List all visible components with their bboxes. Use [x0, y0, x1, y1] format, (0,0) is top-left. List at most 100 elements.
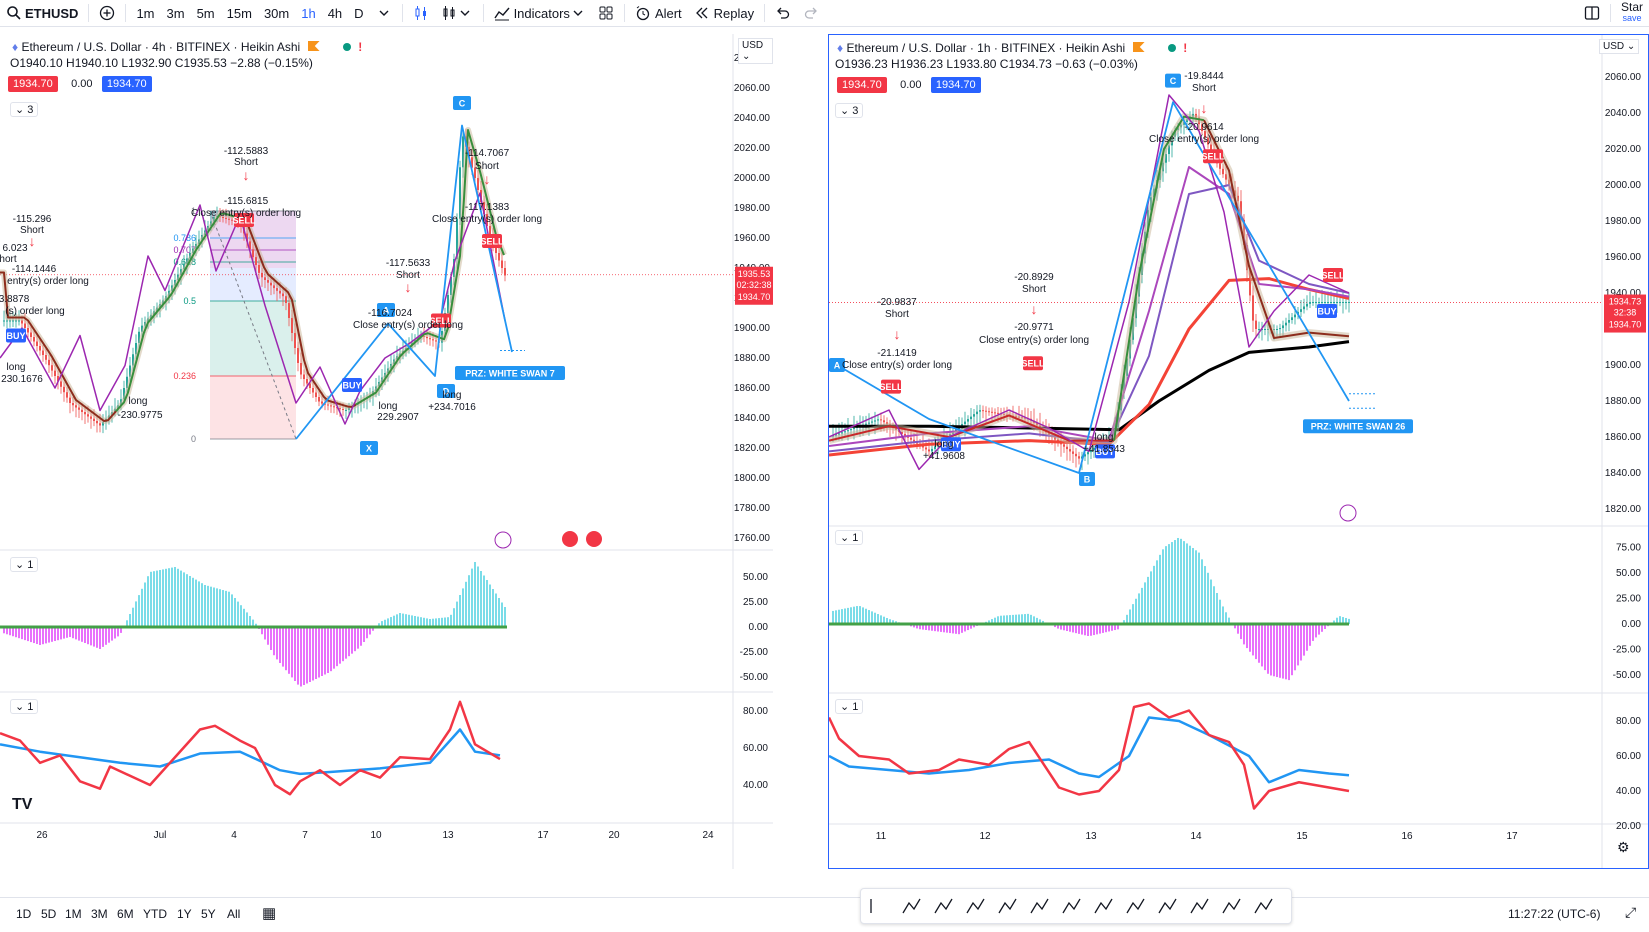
candle-body: [33, 337, 35, 342]
right-chart-title[interactable]: Ethereum / U.S. Dollar · 1h · BITFINEX ·…: [846, 41, 1126, 55]
prediction-tool-icon[interactable]: [998, 898, 1017, 914]
price-tick: 1860.00: [1605, 432, 1642, 443]
range-5y[interactable]: 5Y: [201, 907, 216, 921]
redo-button[interactable]: [797, 0, 825, 26]
ask-button[interactable]: 1934.70: [101, 76, 152, 92]
right-chart-pane[interactable]: 2060.00 2040.00 2020.00 2000.00 1980.00 1960.…: [828, 34, 1649, 869]
ma-line-brown: [1203, 119, 1350, 339]
symbol-search[interactable]: ETHUSD: [0, 0, 84, 26]
undo-button[interactable]: [769, 0, 797, 26]
replay-button[interactable]: Replay: [688, 0, 760, 26]
currency-select[interactable]: USD ⌄: [1599, 39, 1640, 54]
osc2-collapse-button[interactable]: ⌄ 1: [835, 699, 864, 714]
range-1d[interactable]: 1D: [16, 907, 32, 921]
left-chart-pane[interactable]: 20 80.00 2060.00 2040.00 2020.00 2000.00 1980.…: [0, 34, 773, 869]
layout-select-button[interactable]: [1578, 0, 1606, 26]
brush-icon[interactable]: [1062, 898, 1081, 914]
range-1m[interactable]: 1M: [65, 907, 82, 921]
candle-body: [66, 392, 68, 398]
gann-tool-icon[interactable]: [1094, 898, 1113, 914]
pattern-tool-icon[interactable]: [966, 898, 985, 914]
fib-tool-icon[interactable]: [934, 898, 953, 914]
candle-body: [931, 448, 933, 452]
trade-annotation: 6.023: [2, 243, 27, 254]
indicators-collapse-button[interactable]: ⌄ 3: [835, 103, 864, 118]
time-tick: 4: [231, 830, 237, 841]
range-1y[interactable]: 1Y: [177, 907, 192, 921]
candle-body: [1084, 454, 1086, 457]
chart-type-button[interactable]: [435, 0, 479, 26]
settings-gear-icon[interactable]: ⚙: [1617, 839, 1630, 855]
candle-body: [504, 268, 506, 276]
trade-annotation: Short: [396, 270, 420, 281]
expand-icon[interactable]: ⤢: [1625, 904, 1637, 920]
alarm-clock-icon: [636, 6, 650, 21]
trade-annotation: +41.9608: [923, 451, 965, 462]
trade-annotation: -230.9775: [117, 410, 162, 421]
save-layout-button[interactable]: Star save: [1615, 0, 1649, 26]
price-tick: 2040.00: [734, 113, 771, 124]
compare-button[interactable]: [93, 0, 121, 26]
time-tick: 15: [1296, 831, 1308, 842]
indicators-collapse-button[interactable]: ⌄ 3: [10, 102, 39, 117]
timeframe-1h[interactable]: 1h: [301, 5, 316, 21]
osc1-collapse-button[interactable]: ⌄ 1: [835, 530, 864, 545]
bar-style-button[interactable]: [407, 0, 435, 26]
price-tick: 1980.00: [1605, 216, 1642, 227]
timeframe-1m[interactable]: 1m: [136, 5, 155, 21]
range-all[interactable]: All: [227, 907, 241, 921]
candle-body: [126, 376, 128, 388]
chevron-down-icon: [460, 10, 470, 16]
last-price-tag: 1935.53: [738, 269, 771, 279]
right-chart-canvas[interactable]: 2060.00 2040.00 2020.00 2000.00 1980.00 1960.…: [829, 35, 1648, 868]
currency-select[interactable]: USD ⌄: [738, 38, 773, 64]
price-tick: 2000.00: [734, 173, 771, 184]
timeframe-dropdown[interactable]: [370, 0, 398, 26]
osc1-collapse-button[interactable]: ⌄ 1: [10, 557, 39, 572]
timeframe-5m[interactable]: 5m: [196, 5, 215, 21]
elliott-wave-icon[interactable]: [1158, 898, 1177, 914]
pattern-point-a-bg: [377, 303, 395, 317]
trend-line-icon[interactable]: [902, 898, 921, 914]
range-3m[interactable]: 3M: [91, 907, 108, 921]
range-ytd[interactable]: YTD: [143, 907, 167, 921]
timeframe-30m[interactable]: 30m: [263, 5, 290, 21]
ask-button[interactable]: 1934.70: [930, 77, 981, 93]
candle-body: [276, 288, 278, 291]
range-5d[interactable]: 5D: [41, 907, 57, 921]
measure-icon[interactable]: [1190, 898, 1209, 914]
last-price-timer: 02:32:38: [736, 280, 771, 290]
time-tick: 11: [876, 831, 887, 842]
ruler-icon[interactable]: [1126, 898, 1145, 914]
clock-label[interactable]: 11:27:22 (UTC-6): [1508, 907, 1601, 921]
candle-body: [342, 409, 344, 410]
candle-body: [297, 348, 299, 363]
indicators-button[interactable]: Indicators: [488, 0, 592, 26]
bid-button[interactable]: 1934.70: [8, 76, 58, 92]
pattern-point-a-bg: [829, 358, 845, 372]
timeframe-15m[interactable]: 15m: [226, 5, 252, 21]
timeframe-3m[interactable]: 3m: [166, 5, 185, 21]
left-chart-title[interactable]: Ethereum / U.S. Dollar · 4h · BITFINEX ·…: [21, 40, 301, 54]
timeframe-4h[interactable]: 4h: [327, 5, 343, 21]
text-tool-icon[interactable]: [1222, 898, 1241, 914]
timeframe-d[interactable]: D: [354, 5, 364, 21]
go-to-date-icon[interactable]: ▦: [262, 905, 277, 922]
horizontal-line-icon[interactable]: [1030, 898, 1049, 914]
sell-signal-bg: [1023, 356, 1043, 371]
short-arrow-icon: ↓: [1201, 100, 1208, 116]
osc2-collapse-button[interactable]: ⌄ 1: [10, 699, 39, 714]
layouts-button[interactable]: [592, 0, 620, 26]
alert-button[interactable]: Alert: [629, 0, 688, 26]
osc1-tick: -25.00: [740, 647, 769, 658]
fib-zone-4: [210, 376, 296, 439]
candle-body: [324, 403, 326, 405]
bid-button[interactable]: 1934.70: [837, 77, 887, 93]
forecast-icon[interactable]: [1254, 898, 1273, 914]
candle-body: [1249, 270, 1251, 296]
range-6m[interactable]: 6M: [117, 907, 134, 921]
ma-line-red: [829, 414, 1114, 442]
trade-annotation: long: [935, 439, 954, 450]
candle-body: [345, 409, 347, 411]
left-chart-canvas[interactable]: 20 80.00 2060.00 2040.00 2020.00 2000.00 1980.…: [0, 34, 773, 869]
